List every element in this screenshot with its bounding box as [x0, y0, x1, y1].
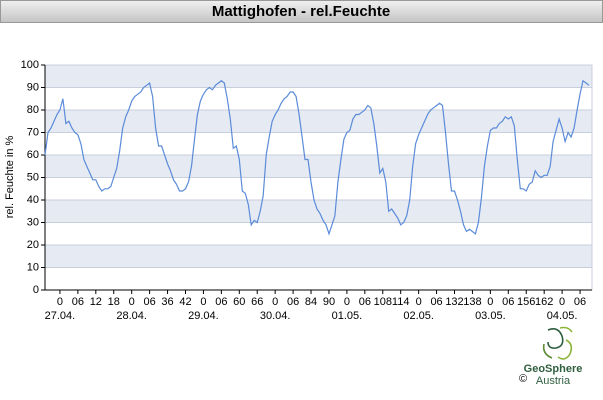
- y-tick-label: 100: [21, 59, 39, 71]
- date-label: 03.05.: [475, 310, 506, 322]
- y-tick-label: 50: [27, 171, 39, 183]
- x-tick-label: 0: [129, 296, 135, 308]
- date-label: 04.05.: [547, 310, 578, 322]
- x-tick-label: 06: [574, 296, 586, 308]
- x-tick-label: 132: [445, 296, 463, 308]
- date-label: 01.05.: [332, 310, 363, 322]
- y-tick-label: 60: [27, 149, 39, 161]
- grid-band: [45, 110, 592, 133]
- x-tick-label: 0: [272, 296, 278, 308]
- x-tick-label: 108: [374, 296, 392, 308]
- x-tick-label: 42: [179, 296, 191, 308]
- copyright: ©: [519, 373, 527, 385]
- date-label: 02.05.: [403, 310, 434, 322]
- x-tick-label: 162: [535, 296, 553, 308]
- y-tick-label: 90: [27, 81, 39, 93]
- x-tick-label: 84: [305, 296, 317, 308]
- x-tick-label: 0: [487, 296, 493, 308]
- x-tick-label: 114: [392, 296, 410, 308]
- date-label: 27.04.: [45, 310, 76, 322]
- x-tick-label: 138: [463, 296, 481, 308]
- x-tick-label: 0: [57, 296, 63, 308]
- y-tick-label: 70: [27, 126, 39, 138]
- date-label: 28.04.: [116, 310, 147, 322]
- x-tick-label: 0: [559, 296, 565, 308]
- y-axis-label: rel. Feuchte in %: [4, 136, 16, 219]
- x-tick-label: 12: [90, 296, 102, 308]
- y-tick-label: 20: [27, 239, 39, 251]
- y-tick-label: 0: [33, 284, 39, 296]
- grid-band: [45, 65, 592, 88]
- x-tick-label: 06: [215, 296, 227, 308]
- y-tick-label: 80: [27, 104, 39, 116]
- chart-title: Mattighofen - rel.Feuchte: [212, 3, 390, 20]
- x-tick-label: 60: [233, 296, 245, 308]
- x-tick-label: 06: [502, 296, 514, 308]
- x-tick-label: 06: [359, 296, 371, 308]
- date-label: 30.04.: [260, 310, 291, 322]
- x-tick-label: 06: [430, 296, 442, 308]
- x-tick-label: 66: [251, 296, 263, 308]
- x-tick-label: 156: [517, 296, 535, 308]
- x-tick-label: 06: [143, 296, 155, 308]
- logo-icon: [542, 326, 573, 360]
- x-tick-label: 18: [108, 296, 120, 308]
- logo-sub: Austria: [536, 375, 571, 387]
- date-label: 29.04.: [188, 310, 219, 322]
- grid-band: [45, 155, 592, 178]
- x-tick-label: 0: [416, 296, 422, 308]
- x-tick-label: 06: [287, 296, 299, 308]
- y-tick-label: 40: [27, 194, 39, 206]
- x-tick-label: 36: [161, 296, 173, 308]
- logo-name: GeoSphere: [524, 363, 583, 375]
- y-tick-label: 10: [27, 261, 39, 273]
- data-line: [44, 79, 590, 236]
- x-tick-label: 90: [323, 296, 335, 308]
- x-tick-label: 06: [72, 296, 84, 308]
- x-tick-label: 0: [200, 296, 206, 308]
- x-tick-label: 0: [344, 296, 350, 308]
- grid-band: [45, 245, 592, 268]
- y-tick-label: 30: [27, 216, 39, 228]
